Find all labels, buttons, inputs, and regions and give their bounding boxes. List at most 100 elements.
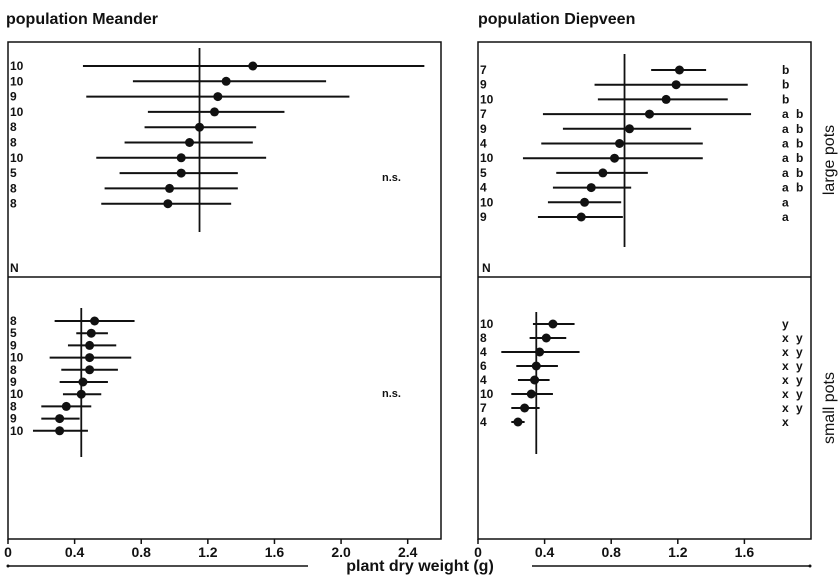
mean-point-p1-large_pots-6 (610, 153, 620, 163)
mean-point-p1-small_pots-6 (520, 403, 530, 413)
n-value-p0-small_pots-7: 8 (10, 399, 17, 413)
n-value-p1-small_pots-3: 6 (480, 359, 487, 373)
mean-point-p0-small_pots-5 (78, 377, 88, 387)
n-label-diepveen: N (482, 261, 491, 275)
mean-point-p0-large_pots-8 (165, 183, 175, 193)
x-tick-label-p1-2: 0.8 (601, 544, 621, 560)
mean-point-p0-small_pots-2 (85, 340, 95, 350)
mean-point-p0-large_pots-5 (185, 138, 195, 147)
mean-point-p1-large_pots-8 (586, 183, 596, 193)
mean-point-p0-large_pots-1 (221, 76, 231, 86)
n-value-p0-small_pots-6: 10 (10, 387, 24, 401)
mean-point-p1-large_pots-0 (674, 65, 684, 75)
mean-point-p0-small_pots-7 (61, 401, 71, 411)
mean-point-p0-small_pots-3 (85, 353, 95, 363)
n-value-p0-large_pots-5: 8 (10, 136, 17, 150)
mean-point-p1-large_pots-5 (615, 139, 625, 148)
x-tick-label-p0-2: 0.8 (131, 544, 151, 560)
n-value-p1-large_pots-5: 4 (480, 137, 487, 151)
row-label-small-pots: small pots (821, 372, 838, 444)
n-value-p0-large_pots-3: 10 (10, 105, 24, 119)
mean-point-p0-large_pots-3 (210, 107, 220, 117)
x-tick-label-p0-5: 2.0 (331, 544, 351, 560)
n-value-p1-large_pots-2: 10 (480, 92, 494, 106)
mean-point-p1-large_pots-9 (580, 197, 590, 207)
n-value-p0-small_pots-5: 9 (10, 375, 17, 389)
x-tick-label-p1-3: 1.2 (668, 544, 688, 560)
group-letter-p1-large_pots-0: b (782, 63, 791, 77)
n-value-p0-small_pots-1: 5 (10, 326, 17, 340)
mean-point-p0-small_pots-9 (55, 426, 65, 436)
group-letter-p1-small_pots-7: x (782, 415, 791, 429)
group-letter-p1-large_pots-5: a b (782, 137, 805, 151)
n-value-p0-small_pots-2: 9 (10, 338, 17, 352)
n-value-p1-small_pots-5: 10 (480, 387, 494, 401)
n-value-p1-small_pots-2: 4 (480, 345, 487, 359)
n-value-p0-large_pots-0: 10 (10, 59, 24, 73)
group-letter-p1-small_pots-0: y (782, 317, 791, 331)
group-letter-p1-large_pots-3: a b (782, 107, 805, 121)
xlabel-rule-end-left (6, 564, 10, 568)
group-letter-p1-small_pots-5: x y (782, 387, 805, 401)
mean-point-p1-large_pots-1 (671, 80, 681, 90)
mean-point-p0-large_pots-4 (195, 122, 205, 132)
mean-point-p1-large_pots-7 (598, 168, 608, 178)
annotation-meander-small: n.s. (382, 388, 401, 400)
mean-point-p1-small_pots-7 (513, 417, 523, 427)
panel-frame-diepveen (477, 41, 812, 540)
n-value-p1-large_pots-0: 7 (480, 63, 487, 77)
group-letter-p1-small_pots-4: x y (782, 373, 805, 387)
mean-point-p0-small_pots-8 (55, 414, 65, 424)
mean-point-p1-small_pots-1 (541, 333, 551, 343)
n-value-p1-small_pots-6: 7 (480, 401, 487, 415)
mean-point-p0-small_pots-4 (85, 365, 95, 375)
n-value-p0-large_pots-7: 5 (10, 166, 17, 180)
group-letter-p1-large_pots-10: a (782, 210, 791, 224)
mean-point-p0-large_pots-7 (176, 168, 186, 178)
n-value-p0-small_pots-0: 8 (10, 314, 17, 328)
x-tick-label-p0-3: 1.2 (198, 544, 218, 560)
panel-title-diepveen: population Diepveen (478, 11, 635, 28)
mean-point-p0-small_pots-6 (76, 389, 86, 399)
mean-point-p0-large_pots-2 (213, 92, 223, 102)
n-value-p1-large_pots-1: 9 (480, 78, 487, 92)
mean-point-p0-large_pots-9 (163, 199, 173, 209)
mean-point-p1-small_pots-0 (548, 319, 558, 329)
x-tick-label-p1-0: 0 (474, 544, 482, 560)
n-value-p0-small_pots-9: 10 (10, 424, 24, 438)
n-value-p1-large_pots-7: 5 (480, 166, 487, 180)
mean-point-p1-small_pots-4 (530, 375, 540, 385)
x-tick-label-p0-1: 0.4 (65, 544, 85, 560)
x-tick-label-p0-4: 1.6 (265, 544, 285, 560)
x-tick-label-p1-1: 0.4 (535, 544, 555, 560)
x-axis-label: plant dry weight (g) (346, 558, 494, 575)
group-letter-p1-small_pots-1: x y (782, 331, 805, 345)
panel-title-meander: population Meander (6, 11, 158, 28)
mean-point-p0-small_pots-1 (86, 328, 96, 338)
group-letter-p1-large_pots-4: a b (782, 122, 805, 136)
n-value-p0-small_pots-8: 9 (10, 412, 17, 426)
n-value-p0-large_pots-1: 10 (10, 74, 24, 88)
group-letter-p1-large_pots-6: a b (782, 151, 805, 165)
group-letter-p1-small_pots-6: x y (782, 401, 805, 415)
mean-point-p1-small_pots-2 (535, 347, 545, 357)
row-label-large-pots: large pots (821, 125, 838, 195)
n-value-p1-large_pots-6: 10 (480, 151, 494, 165)
n-value-p1-large_pots-8: 4 (480, 181, 487, 195)
panel-frame-meander (7, 41, 442, 540)
group-letter-p1-large_pots-9: a (782, 195, 791, 209)
n-value-p0-small_pots-3: 10 (10, 351, 24, 365)
mean-point-p0-large_pots-6 (176, 153, 186, 163)
n-value-p1-large_pots-10: 9 (480, 210, 487, 224)
n-value-p0-small_pots-4: 8 (10, 363, 17, 377)
group-letter-p1-large_pots-8: a b (782, 181, 805, 195)
n-value-p1-small_pots-0: 10 (480, 317, 494, 331)
n-value-p0-large_pots-6: 10 (10, 151, 24, 165)
n-value-p1-small_pots-4: 4 (480, 373, 487, 387)
n-value-p1-small_pots-7: 4 (480, 415, 487, 429)
annotation-meander-large: n.s. (382, 172, 401, 184)
n-value-p0-large_pots-8: 8 (10, 181, 17, 195)
group-letter-p1-large_pots-7: a b (782, 166, 805, 180)
n-value-p1-large_pots-3: 7 (480, 107, 487, 121)
